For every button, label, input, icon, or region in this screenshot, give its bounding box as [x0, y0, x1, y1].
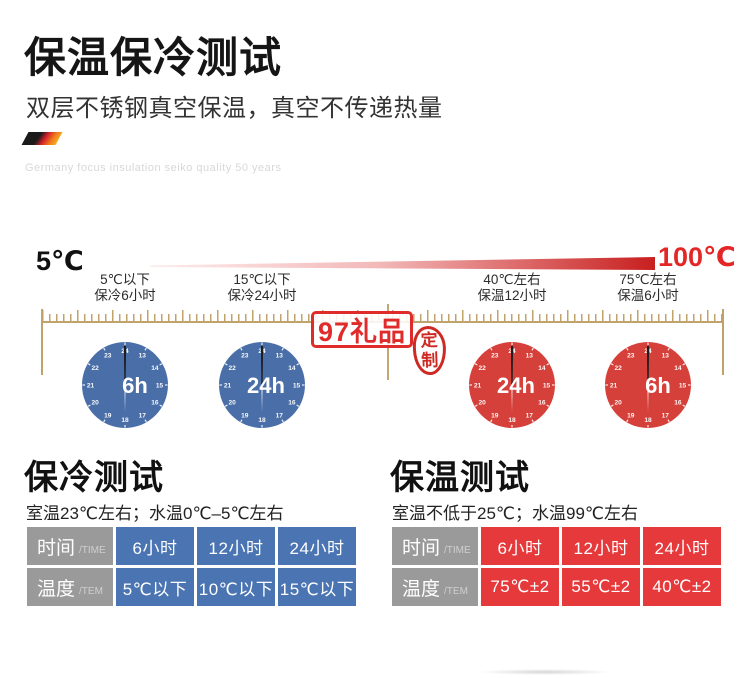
- svg-text:14: 14: [151, 365, 159, 372]
- scale-point-label: 75℃左右 保温6小时: [617, 272, 679, 303]
- tagline: Germany focus insulation seiko quality 5…: [25, 162, 282, 174]
- svg-text:17: 17: [526, 412, 534, 419]
- svg-text:18: 18: [508, 417, 516, 424]
- table-cell: 12小时: [562, 527, 640, 565]
- svg-text:15: 15: [679, 382, 687, 389]
- svg-text:21: 21: [610, 382, 618, 389]
- svg-text:20: 20: [91, 400, 99, 407]
- table-cell: 6小时: [116, 527, 194, 565]
- svg-text:16: 16: [538, 400, 546, 407]
- seal-char: 定: [420, 330, 438, 350]
- svg-text:22: 22: [478, 365, 486, 372]
- table-cell: 55℃±2: [562, 568, 640, 606]
- svg-text:19: 19: [491, 412, 499, 419]
- svg-text:15: 15: [156, 382, 164, 389]
- floor-shadow: [478, 669, 612, 675]
- svg-text:13: 13: [662, 353, 670, 360]
- scale-point-label: 15℃以下 保冷24小时: [227, 272, 297, 303]
- svg-text:23: 23: [241, 353, 249, 360]
- german-flag-icon: [21, 132, 63, 145]
- svg-text:13: 13: [276, 353, 284, 360]
- table-header-temp: 温度/TEM: [392, 568, 478, 606]
- svg-text:21: 21: [224, 382, 232, 389]
- clock-cold-24h: 13141516171819202122232424h: [219, 342, 305, 428]
- ruler-right-post: [722, 309, 724, 375]
- seal-char: 制: [421, 350, 439, 370]
- table-cell: 24小时: [278, 527, 356, 565]
- table-cell: 10℃以下: [197, 568, 275, 606]
- table-header-temp: 温度/TEM: [27, 568, 113, 606]
- scale-point-label: 40℃左右 保温12小时: [477, 272, 547, 303]
- svg-text:20: 20: [228, 400, 236, 407]
- svg-text:14: 14: [538, 365, 546, 372]
- svg-text:24h: 24h: [247, 373, 285, 398]
- ruler-left-post: [41, 309, 43, 375]
- watermark-badge: 97礼品: [311, 311, 413, 348]
- table-cell: 15℃以下: [278, 568, 356, 606]
- svg-text:6h: 6h: [122, 373, 148, 398]
- svg-text:21: 21: [87, 382, 95, 389]
- table-cell: 5℃以下: [116, 568, 194, 606]
- svg-text:23: 23: [491, 353, 499, 360]
- svg-text:24h: 24h: [497, 373, 535, 398]
- table-cell: 24小时: [643, 527, 721, 565]
- svg-text:22: 22: [614, 365, 622, 372]
- svg-text:20: 20: [614, 400, 622, 407]
- svg-text:23: 23: [104, 353, 112, 360]
- svg-text:17: 17: [139, 412, 147, 419]
- table-cell: 12小时: [197, 527, 275, 565]
- svg-text:16: 16: [288, 400, 296, 407]
- heat-test-table: 时间/TIME 6小时 12小时 24小时 温度/TEM 75℃±2 55℃±2…: [392, 527, 721, 606]
- svg-text:13: 13: [526, 353, 534, 360]
- clock-cold-6h: 1314151617181920212223246h: [82, 342, 168, 428]
- svg-text:20: 20: [478, 400, 486, 407]
- svg-text:14: 14: [288, 365, 296, 372]
- svg-text:18: 18: [258, 417, 266, 424]
- svg-text:16: 16: [151, 400, 159, 407]
- heat-test-title: 保温测试: [390, 459, 530, 497]
- clock-hot-6h: 1314151617181920212223246h: [605, 342, 691, 428]
- svg-text:22: 22: [228, 365, 236, 372]
- seal-stamp: 定 制: [412, 325, 447, 376]
- scale-point-label: 5℃以下 保冷6小时: [94, 272, 156, 303]
- table-cell: 75℃±2: [481, 568, 559, 606]
- temperature-gradient-bar: [150, 257, 655, 270]
- svg-text:22: 22: [91, 365, 99, 372]
- svg-text:13: 13: [139, 353, 147, 360]
- svg-text:15: 15: [293, 382, 301, 389]
- svg-text:19: 19: [104, 412, 112, 419]
- svg-text:19: 19: [627, 412, 635, 419]
- heat-test-condition: 室温不低于25℃；水温99℃左右: [392, 504, 639, 523]
- svg-text:17: 17: [662, 412, 670, 419]
- svg-text:19: 19: [241, 412, 249, 419]
- page-subtitle: 双层不锈钢真空保温，真空不传递热量: [26, 95, 443, 122]
- table-cell: 6小时: [481, 527, 559, 565]
- svg-text:16: 16: [674, 400, 682, 407]
- svg-text:17: 17: [276, 412, 284, 419]
- svg-text:15: 15: [543, 382, 551, 389]
- svg-text:18: 18: [121, 417, 129, 424]
- table-header-time: 时间/TIME: [392, 527, 478, 565]
- page-title: 保温保冷测试: [24, 34, 283, 81]
- svg-text:14: 14: [674, 365, 682, 372]
- scale-min-label: 5℃: [36, 246, 84, 276]
- table-cell: 40℃±2: [643, 568, 721, 606]
- svg-text:6h: 6h: [645, 373, 671, 398]
- svg-text:21: 21: [474, 382, 482, 389]
- clock-hot-24h: 13141516171819202122232424h: [469, 342, 555, 428]
- svg-text:18: 18: [644, 417, 652, 424]
- svg-text:23: 23: [627, 353, 635, 360]
- cold-test-condition: 室温23℃左右；水温0℃–5℃左右: [26, 504, 284, 523]
- cold-test-table: 时间/TIME 6小时 12小时 24小时 温度/TEM 5℃以下 10℃以下 …: [27, 527, 356, 606]
- cold-test-title: 保冷测试: [24, 459, 164, 497]
- table-header-time: 时间/TIME: [27, 527, 113, 565]
- scale-max-label: 100℃: [658, 242, 736, 272]
